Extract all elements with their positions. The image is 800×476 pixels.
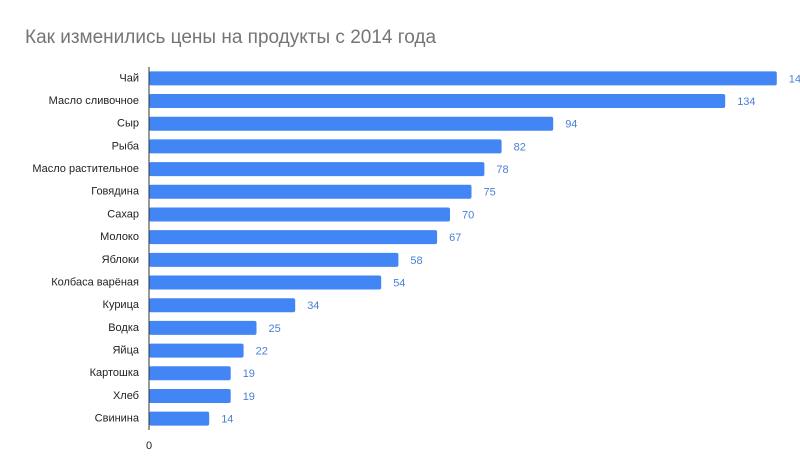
bar xyxy=(149,275,382,290)
y-tick-label: Молоко xyxy=(100,231,139,243)
y-tick-label: Масло сливочное xyxy=(49,95,139,107)
y-tick-label: Чай xyxy=(119,72,139,84)
bar xyxy=(149,184,472,199)
value-label: 14 xyxy=(221,414,233,426)
y-tick-label: Хлеб xyxy=(113,390,139,402)
bar xyxy=(149,162,485,177)
value-label: 70 xyxy=(462,209,474,221)
value-label: 75 xyxy=(484,187,496,199)
bar xyxy=(149,252,399,267)
value-label: 146 xyxy=(789,73,800,85)
bar xyxy=(149,71,777,86)
bar xyxy=(149,366,231,381)
y-tick-label: Рыба xyxy=(112,140,140,152)
value-label: 82 xyxy=(514,141,526,153)
y-tick-label: Говядина xyxy=(91,186,140,198)
bar xyxy=(149,139,502,154)
bar xyxy=(149,207,450,222)
y-tick-label: Свинина xyxy=(95,413,140,425)
bar xyxy=(149,298,296,313)
y-tick-label: Сыр xyxy=(117,118,139,130)
y-tick-label: Курица xyxy=(103,299,140,311)
y-tick-label: Сахар xyxy=(107,208,139,220)
y-tick-label: Картошка xyxy=(90,367,140,379)
bar xyxy=(149,230,438,245)
value-label: 58 xyxy=(410,255,422,267)
value-label: 34 xyxy=(307,300,319,312)
y-tick-label: Масло растительное xyxy=(32,163,139,175)
y-tick-label: Яблоки xyxy=(102,254,139,266)
bar xyxy=(149,388,231,403)
value-label: 19 xyxy=(243,368,255,380)
value-label: 54 xyxy=(393,277,405,289)
y-tick-label: Яйца xyxy=(112,345,139,357)
bar xyxy=(149,94,726,109)
chart-title: Как изменились цены на продукты с 2014 г… xyxy=(25,27,436,48)
y-tick-label: Водка xyxy=(108,322,140,334)
bar xyxy=(149,116,554,131)
x-tick-label: 0 xyxy=(146,440,152,452)
y-tick-label: Колбаса варёная xyxy=(51,276,139,288)
value-label: 94 xyxy=(565,119,577,131)
value-label: 25 xyxy=(269,323,281,335)
value-label: 19 xyxy=(243,391,255,403)
value-label: 67 xyxy=(449,232,461,244)
bar xyxy=(149,343,244,358)
bar xyxy=(149,411,210,426)
value-label: 22 xyxy=(256,346,268,358)
value-label: 134 xyxy=(737,96,755,108)
value-label: 78 xyxy=(496,164,508,176)
bar xyxy=(149,320,257,335)
